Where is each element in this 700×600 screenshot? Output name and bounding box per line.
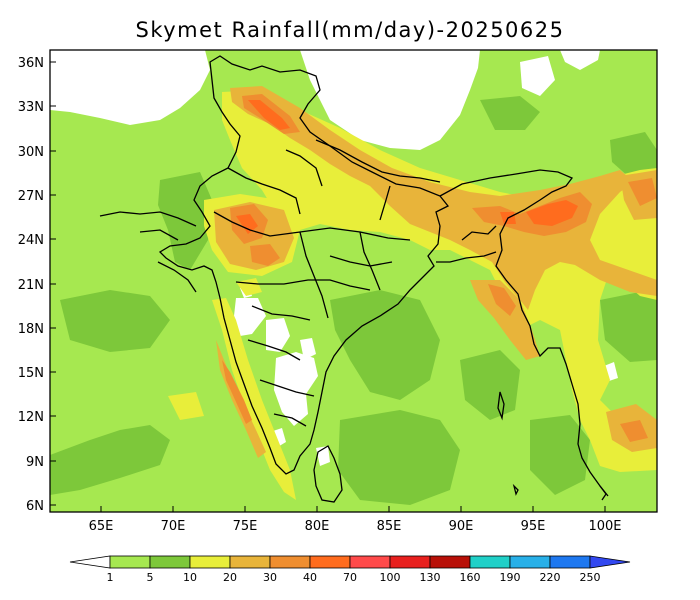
colorbar-label: 250 [580,571,601,584]
colorbar-label: 220 [540,571,561,584]
lon-labels: 65E 70E 75E 80E 85E 90E 95E 100E [89,519,622,534]
colorbar-label: 100 [380,571,401,584]
axis-ticks [50,61,606,512]
colorbar-label: 5 [147,571,154,584]
lat-label: 15N [18,366,44,381]
lat-label: 33N [18,100,44,115]
colorbar-swatch [469,555,511,569]
rainfall-shading [50,50,657,505]
lat-label: 21N [18,278,44,293]
lon-label: 100E [588,519,621,534]
lat-label: 12N [18,410,44,425]
plot-frame [49,49,658,513]
lon-label: 75E [233,519,258,534]
lon-label: 85E [377,519,402,534]
lat-label: 6N [26,499,44,514]
colorbar-swatch [429,555,471,569]
boundaries [99,55,609,503]
lon-label: 95E [521,519,546,534]
colorbar-label: 30 [263,571,277,584]
colorbar-swatch [109,555,151,569]
colorbar-label: 1 [107,571,114,584]
lon-label: 90E [449,519,474,534]
colorbar-swatch [269,555,311,569]
colorbar-swatch [69,555,111,569]
colorbar-label: 190 [500,571,521,584]
lat-label: 9N [26,455,44,470]
lat-labels: 36N 33N 30N 27N 24N 21N 18N 15N 12N 9N 6… [18,56,44,514]
colorbar-label: 10 [183,571,197,584]
lat-label: 30N [18,145,44,160]
colorbar-swatch [549,555,591,569]
colorbar-label: 70 [343,571,357,584]
colorbar-swatch [229,555,271,569]
colorbar: 1 5 10 20 30 40 70 100 130 160 190 220 250 [69,555,631,584]
colorbar-swatch [509,555,551,569]
colorbar-label: 20 [223,571,237,584]
lat-label: 27N [18,189,44,204]
colorbar-swatch [189,555,231,569]
colorbar-swatch [309,555,351,569]
lat-label: 18N [18,322,44,337]
colorbar-label: 160 [460,571,481,584]
colorbar-swatch [149,555,191,569]
lon-label: 65E [89,519,114,534]
colorbar-swatch [349,555,391,569]
lat-label: 36N [18,56,44,71]
lat-label: 24N [18,233,44,248]
map-title: Skymet Rainfall(mm/day)-20250625 [135,18,565,42]
lon-label: 70E [161,519,186,534]
colorbar-label: 40 [303,571,317,584]
lon-label: 80E [305,519,330,534]
colorbar-label: 130 [420,571,441,584]
colorbar-swatch [589,555,631,569]
colorbar-swatch [389,555,431,569]
